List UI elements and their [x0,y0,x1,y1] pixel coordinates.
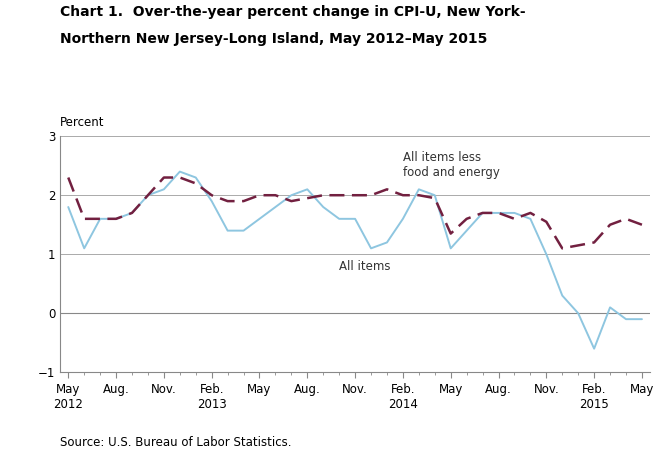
Text: Source: U.S. Bureau of Labor Statistics.: Source: U.S. Bureau of Labor Statistics. [60,436,292,449]
Text: Northern New Jersey-Long Island, May 2012–May 2015: Northern New Jersey-Long Island, May 201… [60,32,488,46]
Text: Percent: Percent [60,116,105,129]
Text: All items: All items [339,260,391,273]
Text: Chart 1.  Over-the-year percent change in CPI-U, New York-: Chart 1. Over-the-year percent change in… [60,5,526,19]
Text: All items less
food and energy: All items less food and energy [403,151,500,179]
